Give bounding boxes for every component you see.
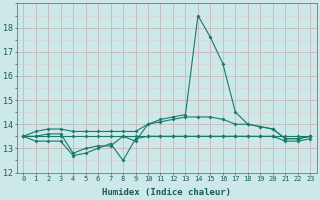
X-axis label: Humidex (Indice chaleur): Humidex (Indice chaleur) xyxy=(102,188,231,197)
